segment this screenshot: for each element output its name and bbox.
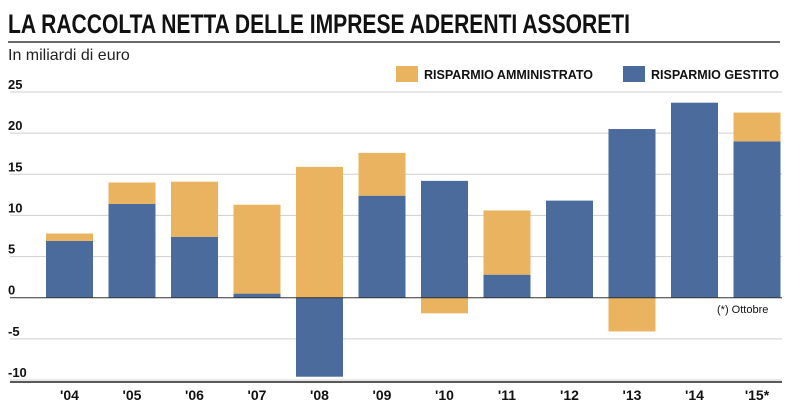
legend-label-risparmio-amministrato: RISPARMIO AMMINISTRATO xyxy=(424,68,593,82)
y-tick-label: 25 xyxy=(8,77,22,92)
bar-risparmio-gestito-07 xyxy=(233,293,281,298)
bar-risparmio-gestito-14 xyxy=(671,102,718,298)
bar-risparmio-amministrato-07 xyxy=(233,204,281,294)
bar-risparmio-amministrato-11 xyxy=(483,210,531,275)
y-axis-ticks: -10 -5 0 5 10 15 20 25 xyxy=(8,77,27,380)
bar-risparmio-gestito-15 xyxy=(733,141,781,298)
y-tick-label: 20 xyxy=(8,118,22,133)
x-tick-label: '13 xyxy=(623,387,642,403)
bar-risparmio-gestito-04 xyxy=(46,240,93,298)
y-tick-label: 15 xyxy=(8,159,22,174)
y-tick-label: 0 xyxy=(8,283,15,298)
bar-risparmio-amministrato-04 xyxy=(46,233,93,241)
legend-swatch-risparmio-amministrato xyxy=(396,66,418,82)
y-tick-label: 10 xyxy=(8,200,22,215)
bar-risparmio-gestito-13 xyxy=(608,129,656,298)
legend-label-risparmio-gestito: RISPARMIO GESTITO xyxy=(651,68,779,82)
y-tick-label: 5 xyxy=(8,242,15,257)
chart-title: LA RACCOLTA NETTA DELLE IMPRESE ADERENTI… xyxy=(8,9,630,39)
x-tick-label: '12 xyxy=(560,387,579,403)
legend: RISPARMIO AMMINISTRATO RISPARMIO GESTITO xyxy=(396,66,779,82)
y-tick-label: -5 xyxy=(8,324,20,339)
chart-subtitle: In miliardi di euro xyxy=(8,47,130,64)
legend-swatch-risparmio-gestito xyxy=(623,66,645,82)
bar-risparmio-gestito-09 xyxy=(358,195,406,298)
x-tick-label: '14 xyxy=(685,387,704,403)
x-axis-ticks: '04 '05 '06 '07 '08 '09 '10 '11 '12 '13 '14 '15* xyxy=(10,381,782,403)
bar-risparmio-amministrato-08 xyxy=(296,166,343,298)
bar-risparmio-gestito-08 xyxy=(296,297,343,377)
x-tick-label: '07 xyxy=(248,387,267,403)
x-tick-label: '06 xyxy=(185,387,204,403)
x-tick-label: '08 xyxy=(310,387,329,403)
bar-risparmio-gestito-11 xyxy=(483,274,531,298)
y-tick-label: -10 xyxy=(8,365,27,380)
bar-risparmio-gestito-06 xyxy=(171,236,218,298)
x-tick-label: '10 xyxy=(435,387,454,403)
bar-risparmio-amministrato-13 xyxy=(608,297,656,332)
bar-risparmio-amministrato-10 xyxy=(421,297,468,314)
x-tick-label: '15* xyxy=(745,387,770,403)
x-tick-label: '09 xyxy=(373,387,392,403)
bar-risparmio-amministrato-15 xyxy=(733,112,781,142)
bar-risparmio-amministrato-06 xyxy=(171,181,218,237)
x-tick-label: '11 xyxy=(498,387,516,403)
bar-risparmio-gestito-05 xyxy=(108,203,156,298)
bar-risparmio-gestito-12 xyxy=(546,200,593,298)
x-tick-label: '04 xyxy=(60,387,79,403)
bars xyxy=(10,102,782,377)
x-tick-label: '05 xyxy=(123,387,142,403)
bar-risparmio-gestito-10 xyxy=(421,180,468,298)
bar-risparmio-amministrato-05 xyxy=(108,182,156,204)
footnote: (*) Ottobre xyxy=(717,304,768,316)
bar-risparmio-amministrato-09 xyxy=(358,152,406,196)
